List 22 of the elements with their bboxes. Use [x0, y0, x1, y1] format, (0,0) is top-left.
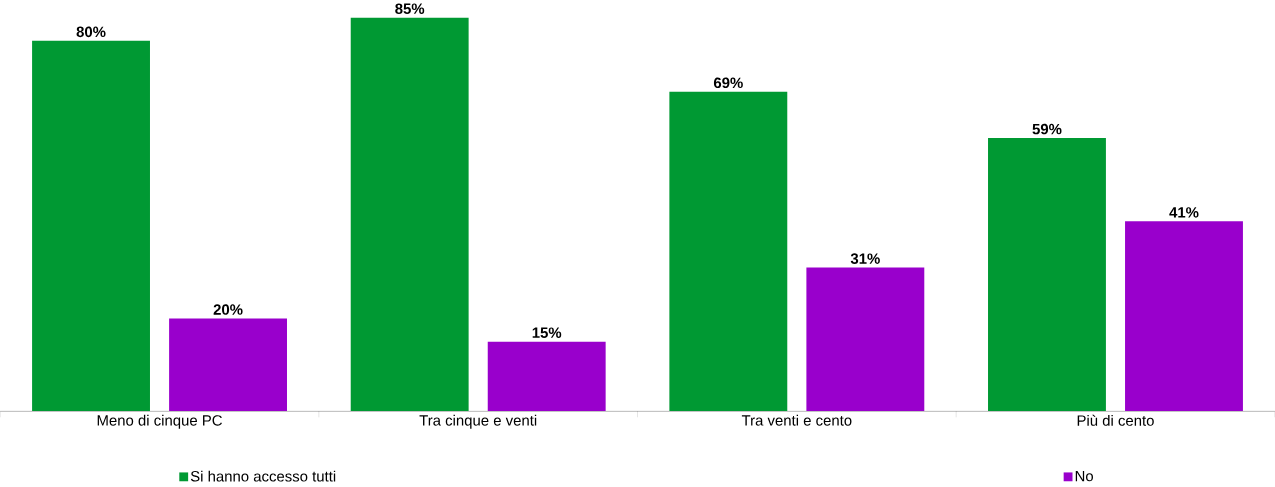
data-label: 31%	[850, 253, 880, 264]
x-tick-label: Tra cinque e venti	[419, 414, 537, 429]
legend-label: No	[1075, 470, 1094, 482]
x-tick-label: Più di cento	[1077, 414, 1154, 426]
data-label: 85%	[395, 3, 425, 14]
legend-label: Si hanno accesso tutti	[190, 470, 336, 482]
data-label: 41%	[1169, 207, 1199, 218]
data-label: 15%	[532, 327, 562, 338]
bar	[487, 341, 606, 411]
data-label: 69%	[713, 77, 743, 88]
x-tick-label: Tra venti e cento	[741, 414, 852, 426]
bar	[169, 318, 287, 411]
bar	[32, 40, 150, 411]
data-label: 59%	[1032, 123, 1062, 135]
bar	[806, 267, 925, 411]
data-label: 80%	[76, 26, 106, 38]
x-tick-label: Meno di cinque PC	[97, 414, 222, 429]
bar	[669, 91, 788, 411]
bar	[988, 137, 1106, 411]
bar	[1125, 221, 1243, 411]
bar	[350, 17, 469, 411]
data-label: 20%	[213, 304, 243, 315]
